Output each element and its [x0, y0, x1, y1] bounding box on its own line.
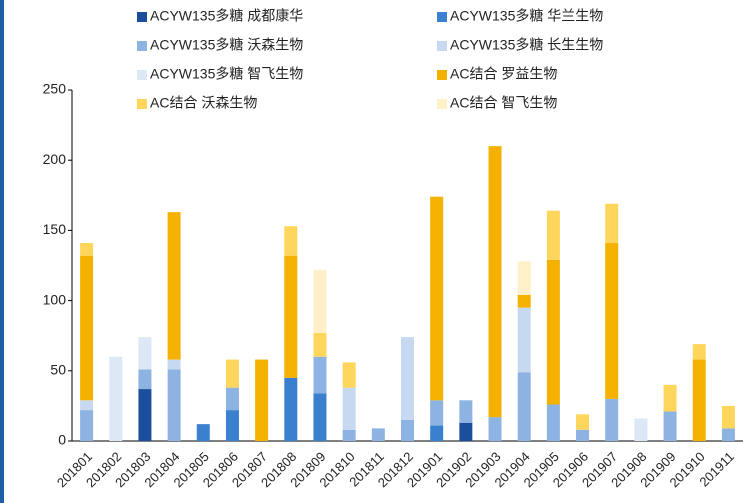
- legend-label: AC结合 沃森生物: [150, 95, 257, 111]
- legend-swatch: [137, 41, 147, 51]
- bar-segment: [692, 359, 706, 441]
- bar-segment: [430, 196, 444, 401]
- legend-label: ACYW135多糖 华兰生物: [450, 8, 603, 24]
- bar-segment: [634, 418, 648, 441]
- bar-segment: [284, 255, 298, 378]
- bar-segment: [342, 362, 356, 388]
- legend-swatch: [137, 99, 147, 109]
- bar-segment: [313, 356, 327, 394]
- bar-segment: [167, 369, 181, 441]
- bar-segment: [109, 356, 123, 441]
- y-tick-label: 250: [43, 81, 67, 97]
- bar-segment: [721, 405, 735, 429]
- bar-segment: [80, 255, 94, 401]
- bar-segment: [605, 203, 619, 244]
- bar-segment: [517, 294, 531, 308]
- bar-segment: [517, 372, 531, 441]
- bar-segment: [430, 400, 444, 426]
- legend-label: AC结合 罗益生物: [450, 66, 557, 82]
- bar-segment: [167, 359, 181, 370]
- bar-segment: [605, 243, 619, 399]
- bar-segment: [371, 428, 385, 441]
- legend-swatch: [437, 70, 447, 80]
- bar-segment: [196, 424, 210, 441]
- bar-segment: [138, 389, 152, 441]
- legend-label: ACYW135多糖 沃森生物: [150, 37, 303, 53]
- y-tick-label: 150: [43, 221, 67, 237]
- bar-segment: [692, 344, 706, 360]
- y-tick-label: 100: [43, 291, 67, 307]
- bar-segment: [255, 359, 269, 441]
- bar-segment: [430, 425, 444, 441]
- bar-segment: [546, 210, 560, 260]
- bar-segment: [80, 400, 94, 411]
- bar-segment: [576, 414, 590, 430]
- bar-segment: [167, 212, 181, 360]
- bar-segment: [225, 359, 239, 388]
- bar-segment: [401, 419, 414, 441]
- bar-segment: [80, 410, 94, 441]
- legend-swatch: [437, 41, 447, 51]
- legend-swatch: [437, 99, 447, 109]
- bar-segment: [459, 422, 473, 441]
- bar-segment: [663, 384, 677, 412]
- y-tick-label: 50: [50, 362, 66, 378]
- legend-swatch: [437, 12, 447, 22]
- legend-label: ACYW135多糖 智飞生物: [150, 66, 303, 82]
- bar-segment: [517, 261, 531, 295]
- bar-segment: [605, 398, 619, 441]
- bar-segment: [459, 400, 473, 423]
- bar-segment: [342, 387, 356, 430]
- bar-segment: [576, 429, 590, 441]
- bar-segment: [313, 332, 327, 357]
- bar-segment: [488, 417, 502, 441]
- bar-segment: [284, 226, 298, 256]
- bar-segment: [225, 387, 239, 411]
- y-tick-label: 0: [58, 432, 66, 448]
- bar-segment: [488, 146, 502, 418]
- bar-segment: [284, 377, 298, 441]
- bar-segment: [138, 369, 152, 390]
- bar-segment: [225, 410, 239, 441]
- bar-segment: [546, 259, 560, 405]
- legend-label: ACYW135多糖 长生生物: [450, 37, 603, 53]
- bar-segment: [721, 428, 735, 441]
- legend-label: ACYW135多糖 成都康华: [150, 8, 303, 24]
- bar-segment: [138, 337, 152, 370]
- bar-segment: [663, 411, 677, 441]
- bar-segment: [342, 429, 356, 441]
- legend-swatch: [137, 70, 147, 80]
- left-border: [0, 0, 4, 503]
- bar-segment: [517, 307, 531, 373]
- bar-segment: [401, 337, 414, 420]
- y-tick-label: 200: [43, 151, 67, 167]
- legend-swatch: [137, 12, 147, 22]
- bar-segment: [313, 269, 327, 333]
- bar-segment: [313, 393, 327, 441]
- bar-segment: [80, 243, 94, 256]
- bar-segment: [546, 404, 560, 441]
- legend-label: AC结合 智飞生物: [450, 95, 557, 111]
